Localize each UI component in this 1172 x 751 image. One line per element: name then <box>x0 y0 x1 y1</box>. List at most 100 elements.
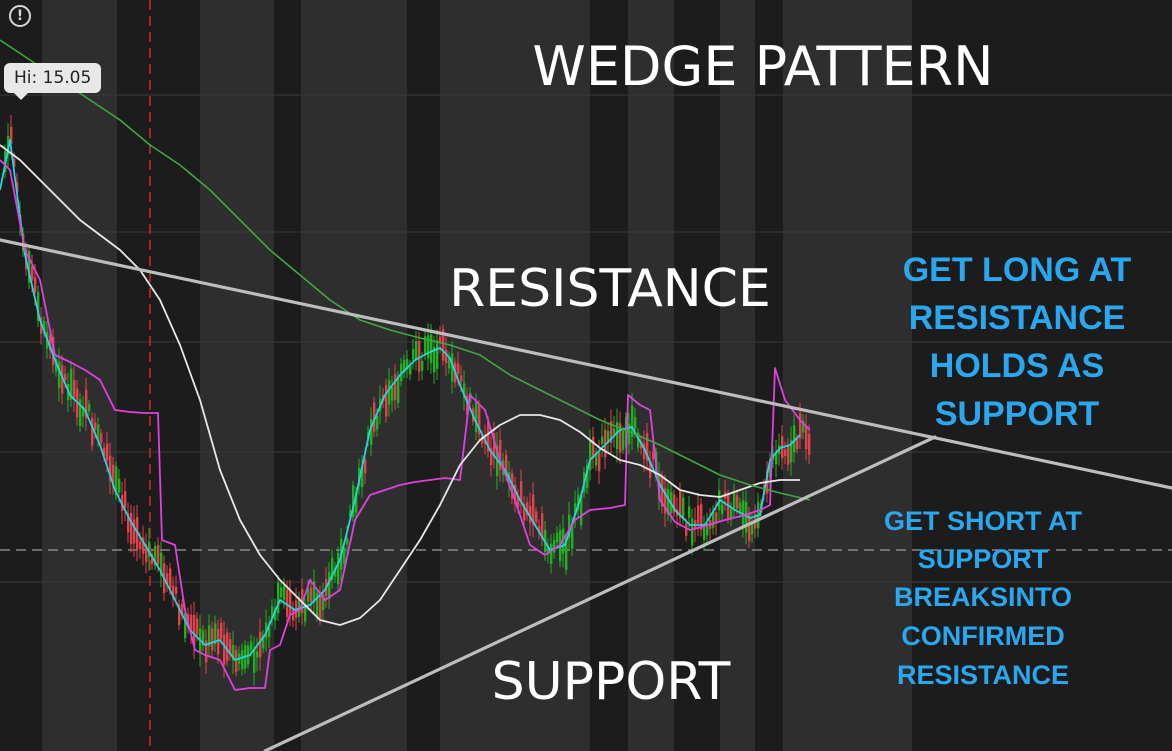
candle-body <box>280 587 283 598</box>
candle-body <box>769 466 772 478</box>
candle-body <box>589 439 592 471</box>
candle-body <box>667 489 670 515</box>
candle-body <box>601 436 604 445</box>
candle-body <box>166 573 169 584</box>
long-note-line: SUPPORT <box>935 395 1100 433</box>
candle-body <box>553 539 556 553</box>
candle-body <box>643 443 646 460</box>
candle-body <box>427 335 430 359</box>
candle-body <box>268 627 271 637</box>
candle-body <box>202 630 205 646</box>
candle-body <box>214 623 217 645</box>
short-note-line: SUPPORT <box>918 544 1049 574</box>
candle-body <box>430 334 433 364</box>
candle-body <box>799 413 802 439</box>
candle-body <box>697 505 700 524</box>
candle-body <box>154 546 157 566</box>
candle-body <box>322 593 325 610</box>
candle-body <box>805 426 808 450</box>
long-note-line: RESISTANCE <box>909 299 1126 337</box>
candle-body <box>493 433 496 458</box>
alert-circle-icon[interactable]: ! <box>9 5 31 27</box>
background-band <box>755 0 783 751</box>
candle-body <box>208 625 211 647</box>
candle-body <box>448 356 451 369</box>
candle-body <box>361 466 364 487</box>
candle-body <box>235 649 238 672</box>
background-band <box>117 0 200 751</box>
candle-body <box>217 628 220 655</box>
background-band <box>407 0 440 751</box>
candle-body <box>433 346 436 373</box>
candle-body <box>346 538 349 545</box>
candle-body <box>535 511 538 523</box>
candle-body <box>220 622 223 639</box>
candle-body <box>79 399 82 427</box>
candle-body <box>250 641 253 651</box>
candle-body <box>211 628 214 651</box>
cyan-indicator-line <box>0 139 801 661</box>
candle-body <box>664 488 667 514</box>
candle-body <box>622 430 625 450</box>
candle-body <box>577 494 580 510</box>
candle-body <box>262 634 265 649</box>
candle-body <box>160 552 163 576</box>
candle-body <box>400 363 403 382</box>
candle-body <box>751 522 754 535</box>
candle-body <box>571 523 574 549</box>
candle-body <box>802 420 805 433</box>
candle-body <box>421 360 424 371</box>
support-trendline <box>263 435 937 751</box>
candle-body <box>145 544 148 563</box>
candle-body <box>88 404 91 412</box>
candle-body <box>181 603 184 616</box>
candle-body <box>307 588 310 602</box>
long-note-line: HOLDS AS <box>930 347 1104 385</box>
candle-body <box>376 415 379 430</box>
candle-body <box>580 495 583 526</box>
candle-body <box>700 504 703 530</box>
candle-body <box>277 582 280 614</box>
candle-body <box>412 348 415 360</box>
candle-body <box>37 291 40 321</box>
candle-body <box>604 429 607 458</box>
candle-body <box>109 455 112 482</box>
candle-body <box>64 373 67 381</box>
candle-body <box>730 508 733 520</box>
candle-body <box>538 526 541 533</box>
candle-body <box>406 358 409 370</box>
candle-body <box>229 638 232 654</box>
candle-body <box>703 526 706 540</box>
candle-body <box>388 380 391 405</box>
candle-body <box>682 497 685 520</box>
short-note-line: GET SHORT AT <box>884 506 1082 536</box>
candle-body <box>616 421 619 450</box>
background-band <box>440 0 590 751</box>
short-note-line: BREAKSINTO <box>894 582 1072 612</box>
candle-body <box>784 449 787 456</box>
long-note: GET LONG AT RESISTANCE HOLDS AS SUPPORT <box>903 251 1132 433</box>
candle-body <box>385 384 388 417</box>
candle-body <box>331 557 334 581</box>
candle-body <box>373 402 376 432</box>
candle-body <box>100 432 103 443</box>
candle-body <box>721 504 724 515</box>
candle-body <box>451 353 454 382</box>
candle-body <box>787 444 790 465</box>
candle-body <box>424 336 427 355</box>
candle-body <box>172 585 175 599</box>
candle-body <box>334 568 337 577</box>
candle-body <box>523 503 526 521</box>
candle-body <box>529 506 532 523</box>
candle-body <box>28 250 31 283</box>
candle-body <box>16 182 19 193</box>
candle-body <box>349 510 352 517</box>
background-band <box>42 0 117 751</box>
candle-body <box>463 383 466 398</box>
candle-body <box>298 597 301 617</box>
resistance-trendline <box>0 238 1172 490</box>
candle-body <box>547 547 550 555</box>
green-indicator-line <box>0 39 811 501</box>
